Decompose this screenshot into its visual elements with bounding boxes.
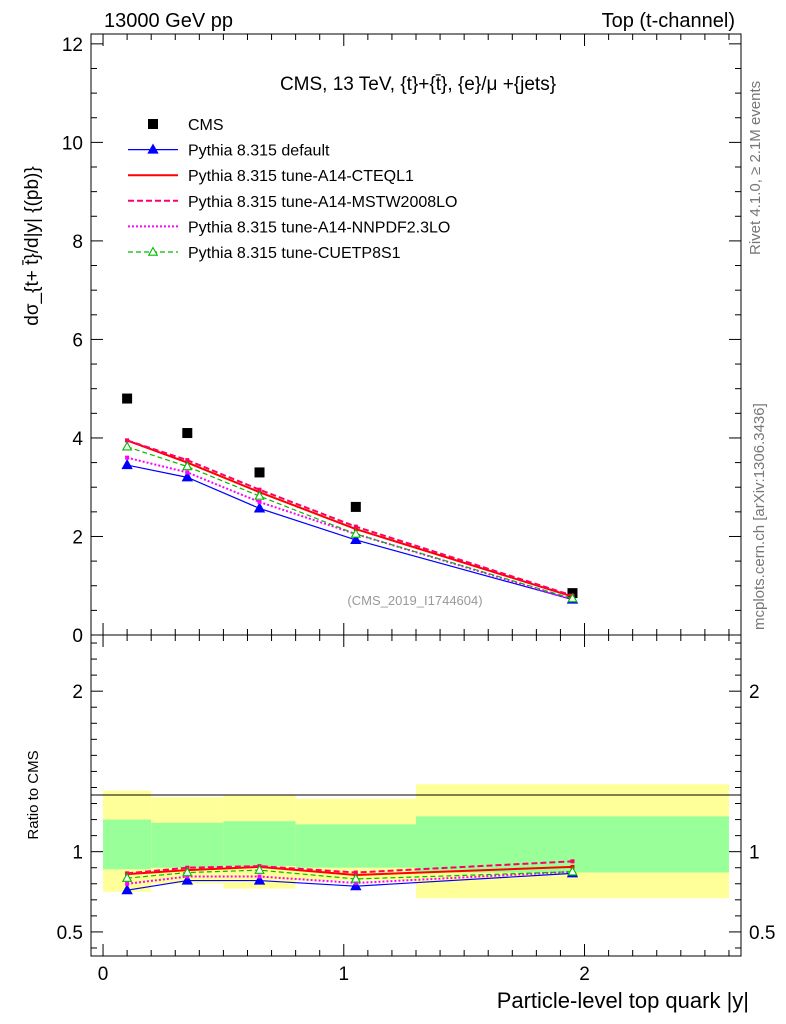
mstw-main-line [126, 439, 573, 597]
default-main-marker [121, 458, 133, 470]
legend: CMS Pythia 8.315 default Pythia 8.315 tune… [128, 117, 457, 262]
ratio-plot-content [121, 859, 579, 895]
main-y-tick-label: 12 [62, 35, 83, 56]
legend-marker-default [147, 143, 159, 154]
legend-label-mstw: Pythia 8.315 tune-A14-MSTW2008LO [188, 194, 457, 211]
nnpdf-ratio-marker [125, 881, 130, 886]
ratio-y-tick-label-right: 1 [749, 843, 760, 864]
default-main-marker [253, 502, 266, 513]
ratio-y-tick-label-left: 1 [72, 843, 83, 864]
legend-label-cuetp8s1: Pythia 8.315 tune-CUETP8S1 [188, 245, 401, 262]
cms-data-point [350, 501, 361, 512]
default-ratio-marker [181, 874, 193, 885]
mstw-ratio-marker [353, 870, 358, 875]
main-plot-content [121, 393, 579, 604]
mstw-main-marker [185, 458, 190, 463]
cuetp8s1-main-marker [121, 441, 133, 451]
ratio-y-axis-label: Ratio to CMS [25, 750, 42, 839]
default-ratio-marker [253, 874, 266, 885]
x-tick-label: 2 [579, 964, 590, 985]
default-ratio-marker [350, 880, 362, 891]
cms-data-point [122, 393, 133, 404]
mstw-main-marker [257, 487, 262, 492]
main-panel: 0 2 4 6 8 10 12 CMS, 13 TeV, {t}+{t̄}, {e}/μ +… [22, 33, 742, 647]
cuetp8s1-ratio-marker [254, 864, 265, 874]
cuetp8s1-main-marker [254, 490, 265, 500]
main-y-axis-label: dσ_{t+ t̄}/d|y| {(pb)} [22, 166, 43, 325]
cuetp8s1-main-marker [350, 528, 362, 538]
ratio-uncertainty-bands [103, 784, 729, 899]
ratio-band-inner [295, 824, 416, 868]
ratio-panel: 0.5 0.5 1 1 2 2 0 1 2 Ratio to CMS Particle-lev… [25, 634, 775, 1013]
nnpdf-ratio-marker [257, 874, 262, 879]
cuetp8s1-ratio-marker [567, 866, 578, 876]
mstw-ratio-marker [570, 859, 575, 864]
main-y-axis: 0 2 4 6 8 10 12 [62, 34, 741, 647]
nnpdf-main-marker [185, 470, 190, 475]
ratio-y-tick-label-right: 0.5 [749, 923, 775, 944]
nnpdf-main-marker [257, 499, 262, 504]
default-ratio-marker [121, 884, 133, 895]
cteql1-main-line [126, 439, 573, 598]
cuetp8s1-main-marker [567, 592, 578, 603]
main-y-tick-label: 0 [72, 626, 83, 647]
main-y-tick-label: 6 [72, 330, 83, 351]
legend-label-nnpdf: Pythia 8.315 tune-A14-NNPDF2.3LO [188, 219, 450, 236]
cuetp8s1-ratio-marker [121, 872, 133, 882]
ratio-band-inner [151, 822, 224, 868]
mstw-ratio-line [127, 860, 573, 875]
cuetp8s1-main-marker [182, 460, 193, 471]
ratio-y-tick-label-right: 2 [749, 682, 760, 703]
cms-data-point [254, 467, 265, 478]
side-label-rivet: Rivet 4.1.0, ≥ 2.1M events [747, 81, 764, 255]
mstw-main-marker [125, 438, 130, 443]
default-main-line [126, 464, 573, 601]
ratio-y-axis: 0.5 0.5 1 1 2 2 [57, 642, 775, 949]
ratio-band-inner [416, 816, 729, 873]
nnpdf-main-marker [125, 455, 130, 460]
cms-data-point [182, 428, 193, 439]
analysis-annotation: (CMS_2019_I1744604) [347, 593, 482, 608]
ratio-band-inner [103, 819, 152, 870]
nnpdf-ratio-marker [185, 874, 190, 879]
legend-marker-cms [148, 119, 158, 129]
x-axis: 0 1 2 [98, 635, 730, 985]
legend-label-default: Pythia 8.315 default [188, 143, 330, 160]
legend-label-cteql1: Pythia 8.315 tune-A14-CTEQL1 [188, 168, 414, 185]
main-y-tick-label: 4 [72, 429, 83, 450]
cuetp8s1-main-line [126, 446, 573, 600]
cuetp8s1-ratio-marker [182, 866, 193, 877]
x-axis-label: Particle-level top quark |y| [497, 988, 749, 1013]
header-left-label: 13000 GeV pp [104, 10, 233, 32]
nnpdf-ratio-marker [353, 880, 358, 885]
default-main-marker [350, 533, 362, 544]
cuetp8s1-ratio-marker [350, 873, 362, 883]
legend-label-cms: CMS [188, 117, 224, 134]
x-tick-label: 0 [98, 964, 109, 985]
legend-marker-cuetp8s1 [147, 246, 159, 256]
side-label-mcplots: mcplots.cern.ch [arXiv:1306.3436] [751, 403, 768, 630]
ratio-band-inner [223, 821, 296, 867]
default-main-marker [181, 471, 193, 482]
main-y-tick-label: 10 [62, 133, 83, 154]
mstw-main-marker [353, 524, 358, 529]
main-y-tick-label: 2 [72, 527, 83, 548]
ratio-y-tick-label-left: 2 [72, 682, 83, 703]
header-right-label: Top (t-channel) [602, 10, 735, 32]
main-plot-title: CMS, 13 TeV, {t}+{t̄}, {e}/μ +{jets} [280, 74, 556, 95]
x-tick-label: 1 [338, 964, 349, 985]
ratio-y-tick-label-left: 0.5 [57, 923, 83, 944]
main-y-tick-label: 8 [72, 232, 83, 253]
